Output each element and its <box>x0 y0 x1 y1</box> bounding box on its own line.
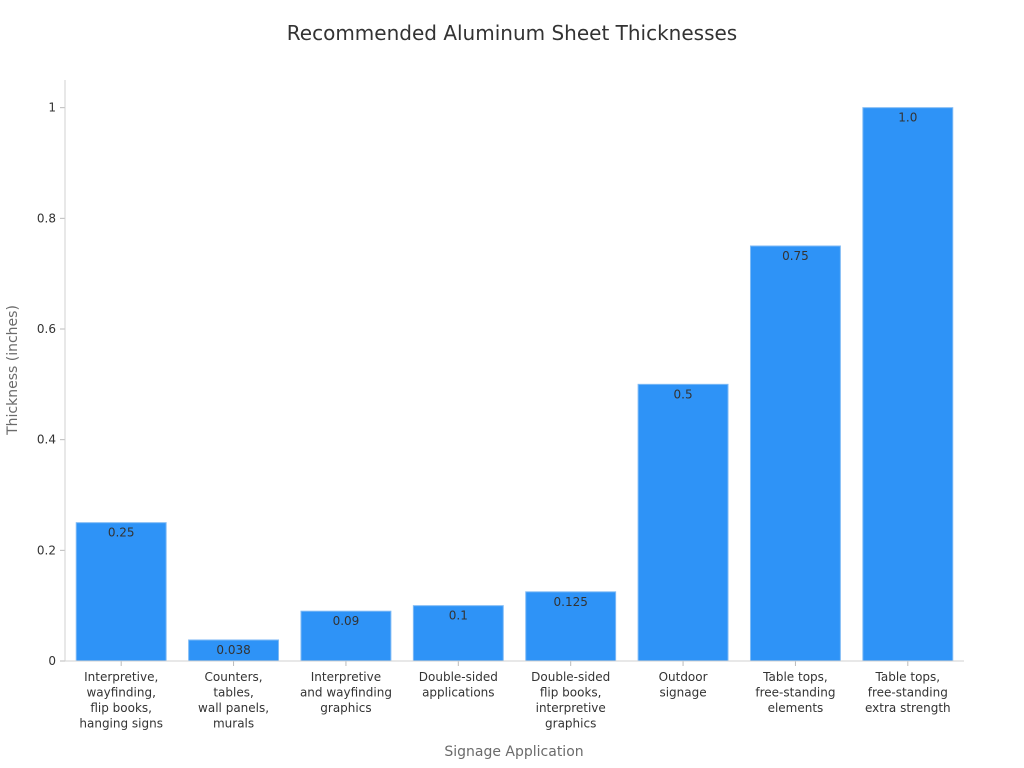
x-category-label: Double-sided applications <box>419 670 498 700</box>
bar-value-label: 0.09 <box>333 614 360 628</box>
bar-value-label: 0.038 <box>216 643 250 657</box>
chart-title: Recommended Aluminum Sheet Thicknesses <box>287 21 737 45</box>
x-category-label: Table tops, free-standing extra strength <box>865 670 951 715</box>
x-axis-categories: Interpretive, wayfinding, flip books, hangi… <box>79 661 951 731</box>
bar-value-label: 0.5 <box>674 387 693 401</box>
y-tick-label: 0 <box>48 654 56 668</box>
x-category-label: Counters, tables, wall panels, murals <box>198 670 269 731</box>
x-category-label: Outdoor signage <box>659 670 708 700</box>
y-tick-label: 0.2 <box>37 543 56 557</box>
y-tick-label: 1 <box>48 101 56 115</box>
x-category-label: Interpretive, wayfinding, flip books, hangi… <box>79 670 163 731</box>
data-labels-group: 0.25 0.038 0.09 0.1 0.125 0.5 0.75 1.0 <box>108 111 918 657</box>
bar <box>300 610 392 662</box>
bar-value-label: 1.0 <box>898 111 917 125</box>
bars-group <box>75 107 954 662</box>
bar <box>637 383 729 662</box>
y-tick-label: 0.6 <box>37 322 56 336</box>
x-axis-label: Signage Application <box>444 744 583 760</box>
y-tick-label: 0.4 <box>37 433 56 447</box>
bar-value-label: 0.125 <box>554 595 588 609</box>
y-axis-ticks: 0 0.2 0.4 0.6 0.8 1 <box>37 101 65 668</box>
y-axis-label: Thickness (inches) <box>5 305 21 436</box>
bar <box>862 107 954 662</box>
bar <box>749 245 841 662</box>
bar-value-label: 0.25 <box>108 526 135 540</box>
x-category-label: Interpretive and wayfinding graphics <box>300 670 392 715</box>
bar-value-label: 0.75 <box>782 249 809 263</box>
x-category-label: Table tops, free-standing elements <box>755 670 835 715</box>
x-category-label: Double-sided flip books, interpretive graph… <box>531 670 610 731</box>
bar <box>75 522 167 662</box>
bar-value-label: 0.1 <box>449 609 468 623</box>
y-tick-label: 0.8 <box>37 211 56 225</box>
